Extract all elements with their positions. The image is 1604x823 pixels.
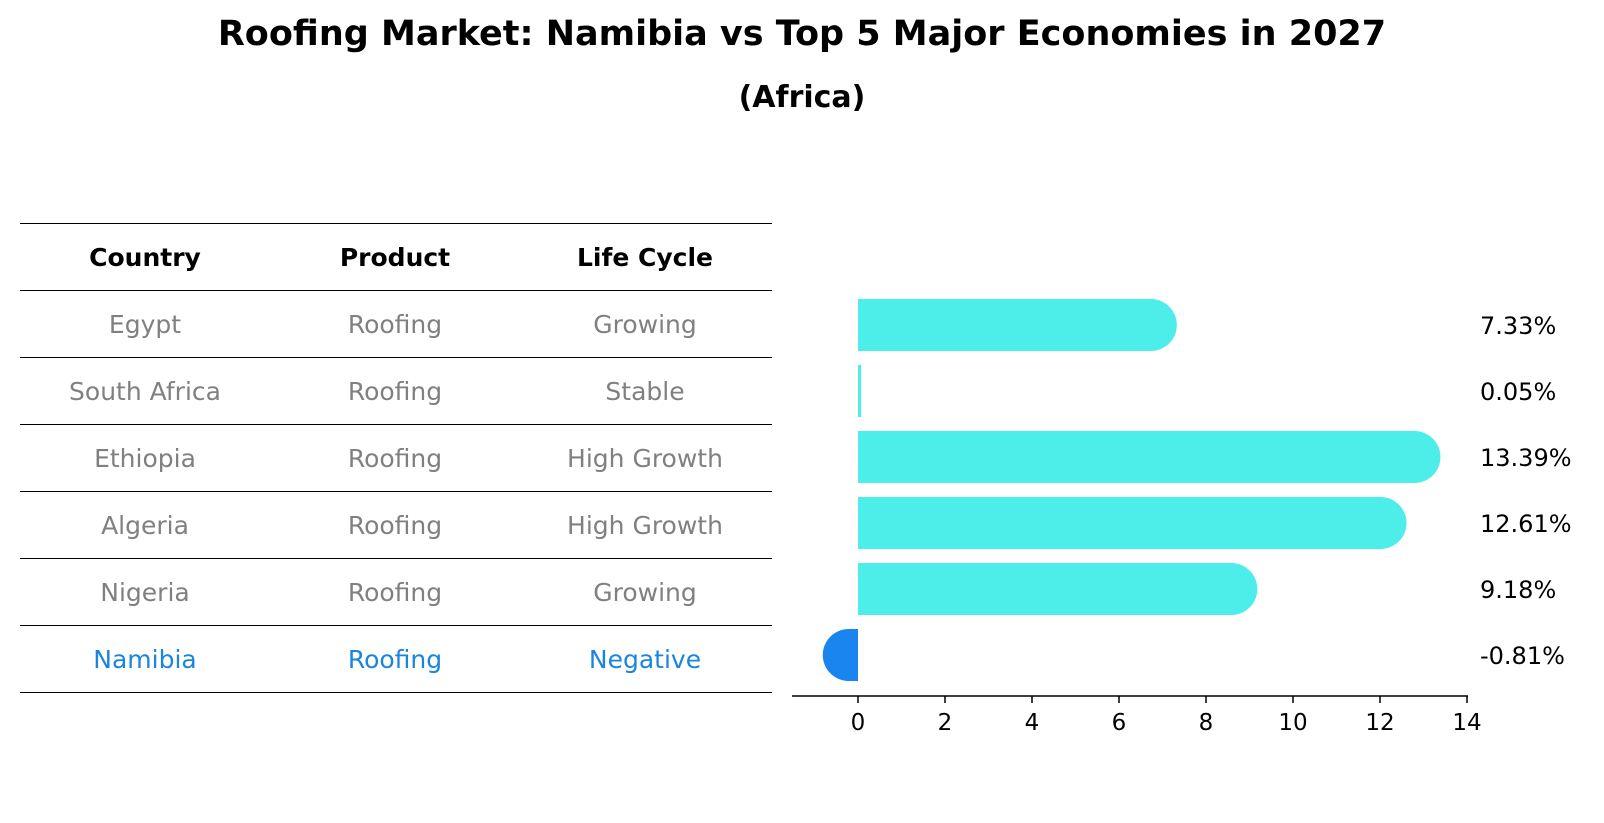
header-country: Country <box>89 242 201 272</box>
table-header-row: Country Product Life Cycle <box>20 223 772 290</box>
cell-country: Egypt <box>108 309 182 339</box>
x-tick-label: 12 <box>1365 710 1394 736</box>
table-row: Ethiopia Roofing High Growth <box>20 424 772 491</box>
value-label: 12.61% <box>1480 510 1572 538</box>
chart-title: Roofing Market: Namibia vs Top 5 Major E… <box>217 14 1387 54</box>
cell-country: Ethiopia <box>94 443 196 473</box>
x-tick-label: 14 <box>1452 710 1481 736</box>
cell-product: Roofing <box>347 443 443 473</box>
value-label: 0.05% <box>1480 378 1556 406</box>
cell-life-cycle: Growing <box>593 577 697 607</box>
x-tick-label: 4 <box>1025 710 1040 736</box>
cell-country: Nigeria <box>100 577 190 607</box>
bar-nigeria <box>858 563 1258 615</box>
cell-life-cycle: Growing <box>593 309 697 339</box>
cell-country: Algeria <box>101 510 189 540</box>
table-row: South Africa Roofing Stable <box>20 357 772 424</box>
bar-south-africa <box>858 365 861 417</box>
bar-namibia <box>822 629 858 681</box>
bar-ethiopia <box>858 431 1441 483</box>
cell-life-cycle: Negative <box>588 644 702 674</box>
cell-life-cycle: High Growth <box>567 510 723 540</box>
cell-product: Roofing <box>347 510 443 540</box>
bar-algeria <box>858 497 1407 549</box>
value-label: -0.81% <box>1480 642 1565 670</box>
table-row: Egypt Roofing Growing <box>20 290 772 357</box>
header-life-cycle: Life Cycle <box>576 242 714 272</box>
chart-subtitle: (Africa) <box>738 80 866 115</box>
cell-product: Roofing <box>347 376 443 406</box>
x-tick-label: 2 <box>938 710 953 736</box>
x-tick-label: 6 <box>1112 710 1127 736</box>
header-product: Product <box>339 242 451 272</box>
cell-country: Namibia <box>93 644 197 674</box>
x-tick-label: 0 <box>851 710 866 736</box>
table-row: Nigeria Roofing Growing <box>20 558 772 625</box>
bar-egypt <box>858 299 1177 351</box>
table-row: Algeria Roofing High Growth <box>20 491 772 558</box>
value-label: 9.18% <box>1480 576 1556 604</box>
cell-product: Roofing <box>347 309 443 339</box>
table-row-highlighted: Namibia Roofing Negative <box>20 625 772 693</box>
cell-product: Roofing <box>347 644 443 674</box>
value-label: 7.33% <box>1480 312 1556 340</box>
cell-product: Roofing <box>347 577 443 607</box>
cell-life-cycle: High Growth <box>567 443 723 473</box>
x-tick-label: 8 <box>1199 710 1214 736</box>
cell-country: South Africa <box>69 376 221 406</box>
value-label: 13.39% <box>1480 444 1572 472</box>
data-table: Country Product Life Cycle Egypt Roofing… <box>20 223 772 693</box>
cell-life-cycle: Stable <box>605 376 685 406</box>
x-tick-label: 10 <box>1278 710 1307 736</box>
